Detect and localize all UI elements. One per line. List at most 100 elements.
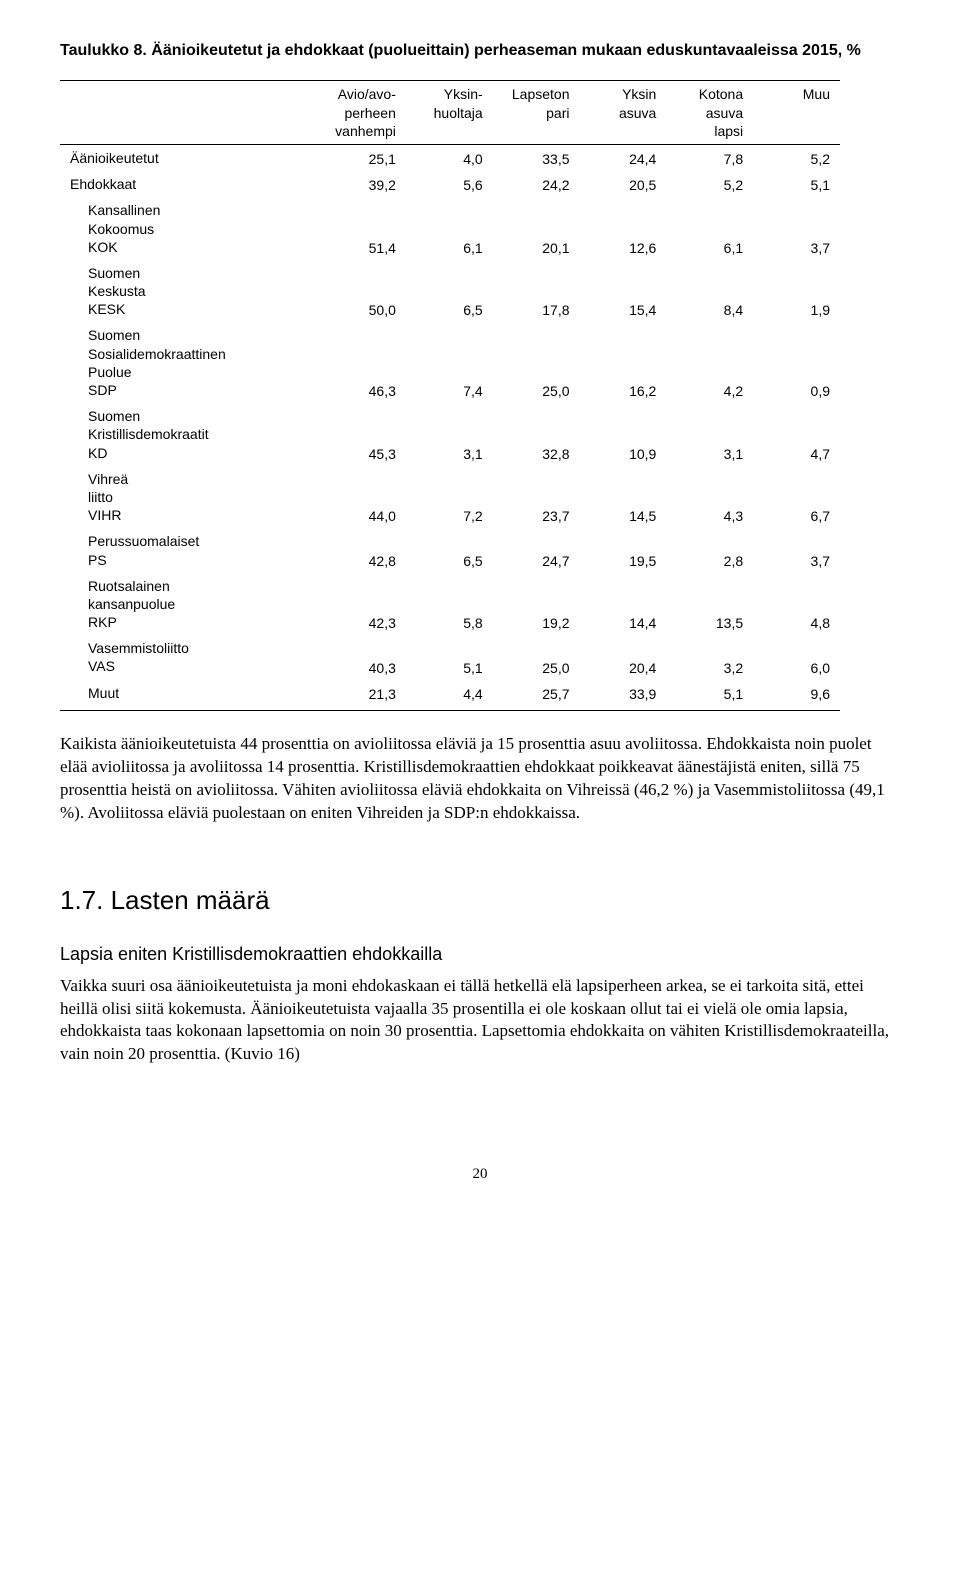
cell: 19,2 [493, 573, 580, 636]
cell: 6,1 [406, 197, 493, 260]
row-label: KansallinenKokoomusKOK [60, 197, 318, 260]
cell: 6,5 [406, 528, 493, 572]
cell: 24,2 [493, 171, 580, 197]
cell: 45,3 [318, 403, 406, 466]
cell: 1,9 [753, 260, 840, 323]
cell: 32,8 [493, 403, 580, 466]
cell: 3,7 [753, 528, 840, 572]
row-label: SuomenKeskustaKESK [60, 260, 318, 323]
col-header: Yksinasuva [580, 81, 667, 145]
data-table: Avio/avo-perheenvanhempi Yksin-huoltaja … [60, 80, 840, 710]
cell: 7,8 [666, 144, 753, 171]
row-label: SuomenSosialidemokraattinenPuolueSDP [60, 322, 318, 403]
cell: 50,0 [318, 260, 406, 323]
cell: 46,3 [318, 322, 406, 403]
cell: 16,2 [580, 322, 667, 403]
cell: 25,7 [493, 680, 580, 711]
row-label: Äänioikeutetut [60, 144, 318, 171]
cell: 7,4 [406, 322, 493, 403]
cell: 40,3 [318, 635, 406, 679]
table-row: SuomenKristillisdemokraatitKD45,3 3,1 32,8… [60, 403, 840, 466]
cell: 39,2 [318, 171, 406, 197]
table-row: Ehdokkaat39,25,624,220,55,25,1 [60, 171, 840, 197]
cell: 2,8 [666, 528, 753, 572]
cell: 14,5 [580, 466, 667, 529]
cell: 5,2 [753, 144, 840, 171]
cell: 24,7 [493, 528, 580, 572]
cell: 4,8 [753, 573, 840, 636]
page-number: 20 [60, 1166, 900, 1183]
table-row: VasemmistoliittoVAS40,35,125,020,43,26,0 [60, 635, 840, 679]
cell: 12,6 [580, 197, 667, 260]
row-label: SuomenKristillisdemokraatitKD [60, 403, 318, 466]
table-row: SuomenKeskustaKESK50,06,517,815,48,41,9 [60, 260, 840, 323]
cell: 3,7 [753, 197, 840, 260]
row-label: Muut [60, 680, 318, 711]
cell: 4,2 [666, 322, 753, 403]
cell: 6,5 [406, 260, 493, 323]
cell: 25,0 [493, 322, 580, 403]
row-label: RuotsalainenkansanpuolueRKP [60, 573, 318, 636]
cell: 5,1 [666, 680, 753, 711]
col-header: Avio/avo-perheenvanhempi [318, 81, 406, 145]
cell: 3,1 [666, 403, 753, 466]
cell: 5,6 [406, 171, 493, 197]
col-header: Yksin-huoltaja [406, 81, 493, 145]
cell: 25,0 [493, 635, 580, 679]
header-blank [60, 81, 318, 145]
cell: 33,9 [580, 680, 667, 711]
table-header-row: Avio/avo-perheenvanhempi Yksin-huoltaja … [60, 81, 840, 145]
cell: 20,4 [580, 635, 667, 679]
cell: 3,2 [666, 635, 753, 679]
cell: 4,3 [666, 466, 753, 529]
cell: 4,4 [406, 680, 493, 711]
cell: 14,4 [580, 573, 667, 636]
cell: 13,5 [666, 573, 753, 636]
cell: 6,1 [666, 197, 753, 260]
cell: 5,2 [666, 171, 753, 197]
cell: 33,5 [493, 144, 580, 171]
row-label: Ehdokkaat [60, 171, 318, 197]
table-row: VihreäliittoVIHR44,07,223,714,54,36,7 [60, 466, 840, 529]
cell: 6,7 [753, 466, 840, 529]
table-title: Taulukko 8. Äänioikeutetut ja ehdokkaat … [60, 40, 900, 62]
col-header: Lapsetonpari [493, 81, 580, 145]
cell: 6,0 [753, 635, 840, 679]
table-row: Muut21,34,425,733,95,19,6 [60, 680, 840, 711]
table-row: PerussuomalaisetPS42,86,524,719,52,83,7 [60, 528, 840, 572]
table-row: KansallinenKokoomusKOK51,46,120,112,66,1… [60, 197, 840, 260]
cell: 21,3 [318, 680, 406, 711]
cell: 44,0 [318, 466, 406, 529]
cell: 24,4 [580, 144, 667, 171]
row-label: PerussuomalaisetPS [60, 528, 318, 572]
table-body: Äänioikeutetut25,14,033,524,47,85,2Ehdok… [60, 144, 840, 710]
col-header: Kotonaasuvalapsi [666, 81, 753, 145]
cell: 5,1 [753, 171, 840, 197]
cell: 23,7 [493, 466, 580, 529]
cell: 4,0 [406, 144, 493, 171]
cell: 0,9 [753, 322, 840, 403]
cell: 4,7 [753, 403, 840, 466]
cell: 17,8 [493, 260, 580, 323]
subheading: Lapsia eniten Kristillisdemokraattien eh… [60, 944, 900, 965]
cell: 20,1 [493, 197, 580, 260]
paragraph-2: Vaikka suuri osa äänioikeutetuista ja mo… [60, 975, 900, 1067]
cell: 9,6 [753, 680, 840, 711]
cell: 8,4 [666, 260, 753, 323]
cell: 10,9 [580, 403, 667, 466]
cell: 42,3 [318, 573, 406, 636]
cell: 42,8 [318, 528, 406, 572]
cell: 5,1 [406, 635, 493, 679]
cell: 7,2 [406, 466, 493, 529]
cell: 51,4 [318, 197, 406, 260]
paragraph-1: Kaikista äänioikeutetuista 44 prosenttia… [60, 733, 900, 825]
table-row: Äänioikeutetut25,14,033,524,47,85,2 [60, 144, 840, 171]
row-label: VasemmistoliittoVAS [60, 635, 318, 679]
cell: 19,5 [580, 528, 667, 572]
cell: 25,1 [318, 144, 406, 171]
cell: 20,5 [580, 171, 667, 197]
col-header: Muu [753, 81, 840, 145]
cell: 5,8 [406, 573, 493, 636]
table-row: RuotsalainenkansanpuolueRKP42,35,819,214… [60, 573, 840, 636]
row-label: VihreäliittoVIHR [60, 466, 318, 529]
